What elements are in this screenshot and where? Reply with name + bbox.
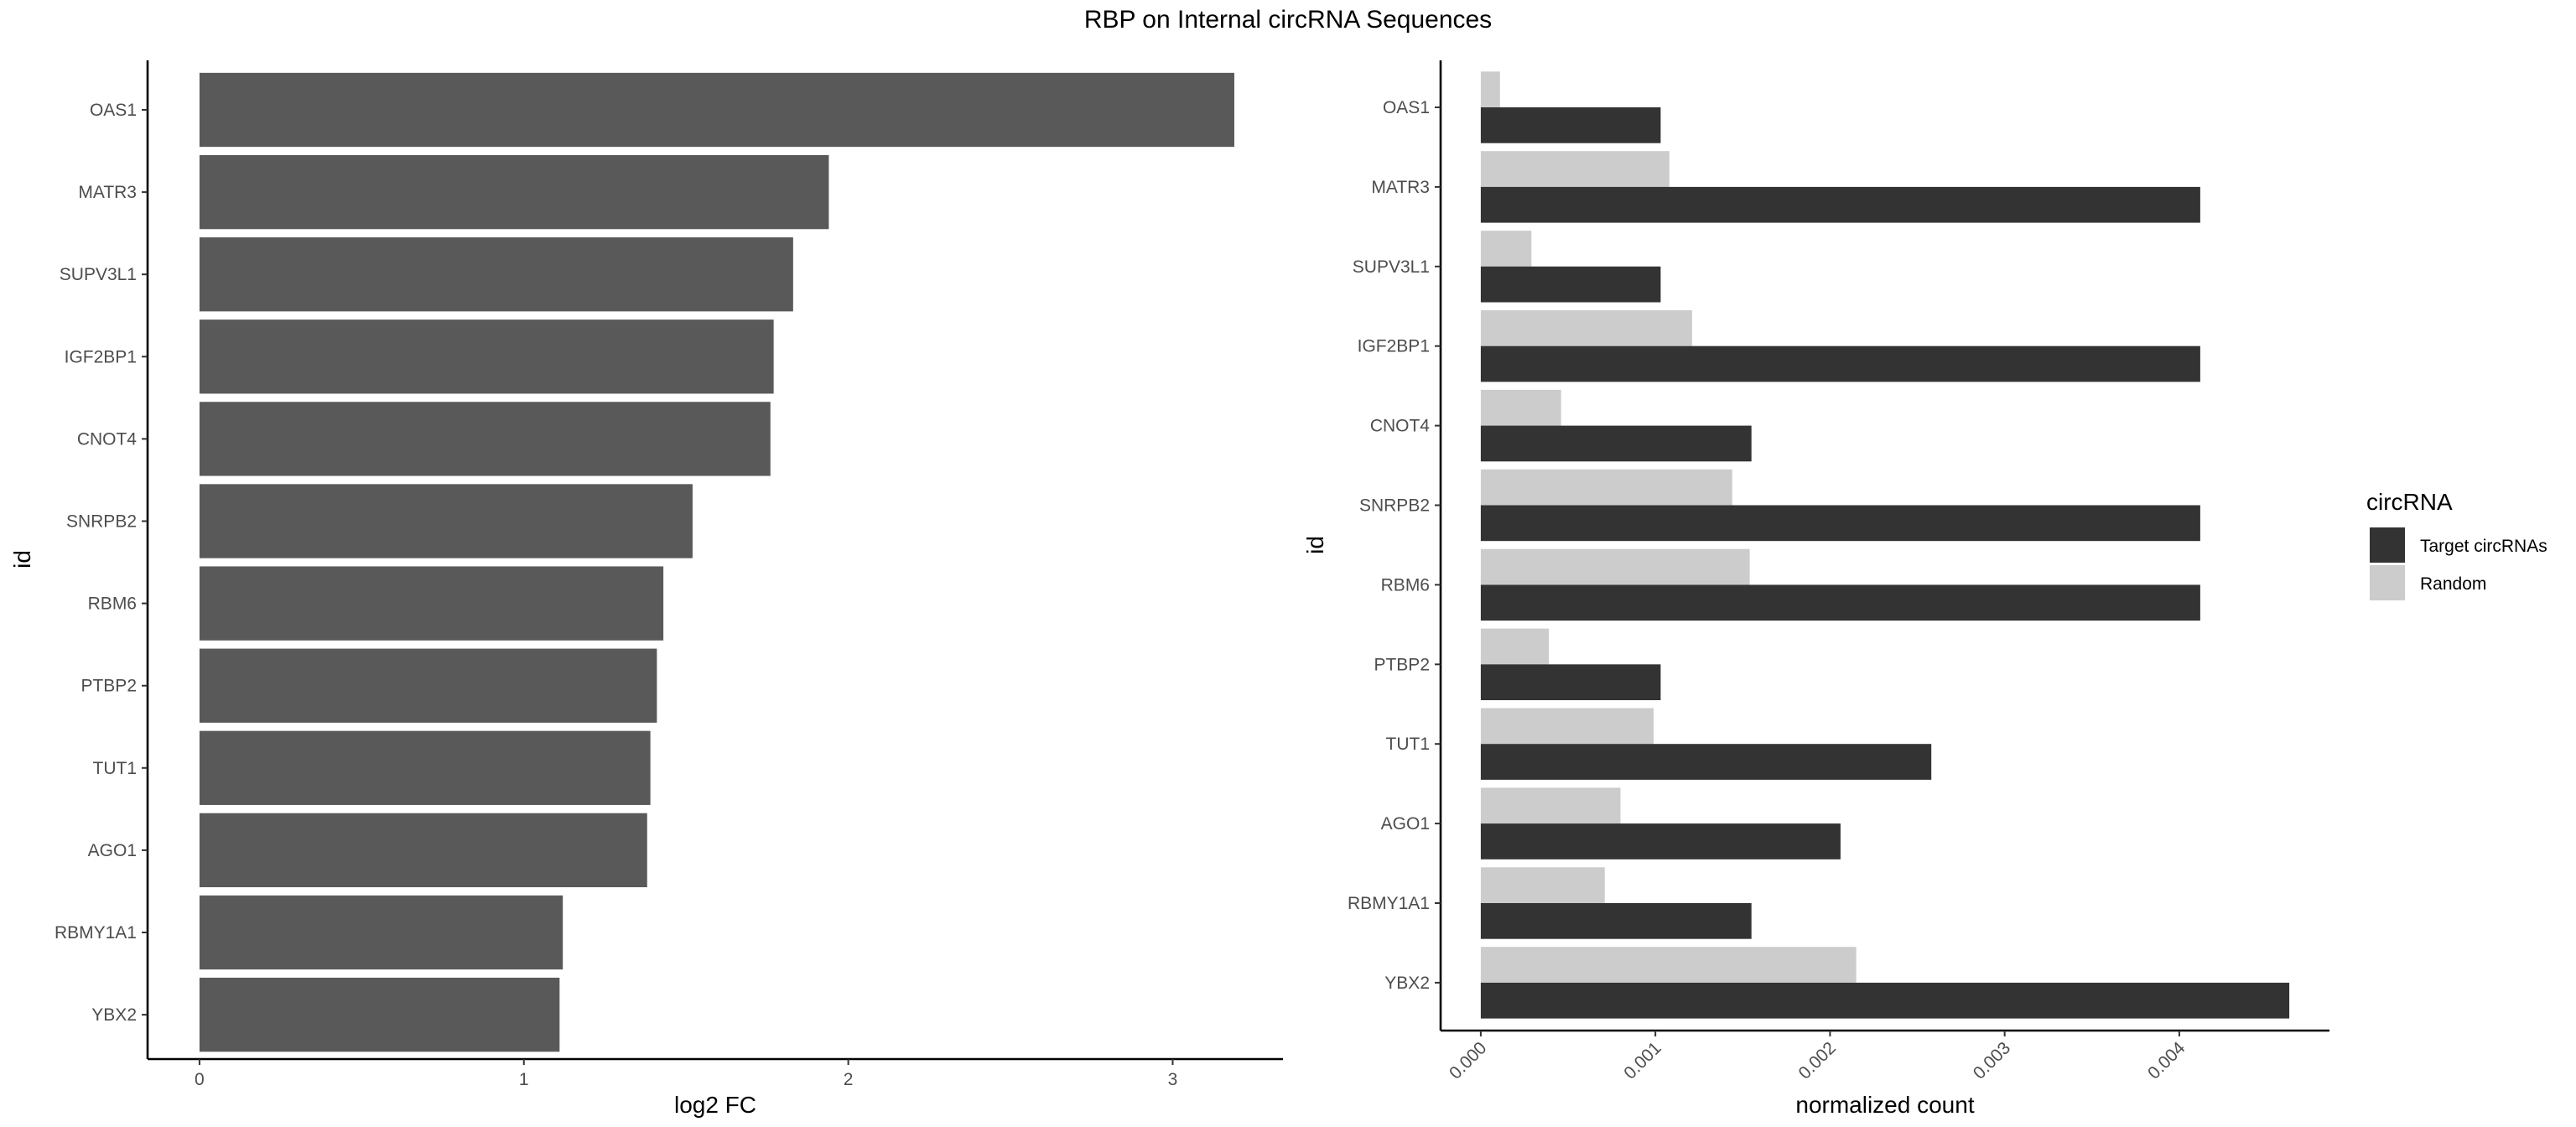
chart-title: RBP on Internal circRNA Sequences (1084, 6, 1492, 34)
bar-random-rbmy1a1 (1480, 867, 1605, 903)
left-x-tick-label: 2 (844, 1070, 854, 1089)
right-y-tick-label: AGO1 (1381, 814, 1430, 834)
left-y-ticks: OAS1 MATR3 SUPV3L1 IGF2BP1 CNOT4 SNRPB2 RBM6 PT… (55, 101, 148, 1025)
bar-random-supv3l1 (1480, 231, 1532, 267)
left-y-tick-label: MATR3 (78, 183, 137, 202)
bar-cnot4 (199, 402, 771, 476)
bar-igf2bp1 (199, 319, 774, 394)
bar-oas1 (199, 72, 1234, 148)
bar-rbmy1a1 (199, 895, 564, 970)
bar-random-matr3 (1480, 151, 1670, 187)
bar-rbm6 (199, 566, 664, 641)
right-y-tick-label: PTBP2 (1374, 655, 1430, 674)
legend-label-random: Random (2420, 574, 2486, 594)
bar-matr3 (199, 154, 829, 230)
left-y-tick-label: RBM6 (88, 595, 137, 614)
right-y-tick-label: YBX2 (1384, 974, 1430, 993)
log2fc-bar-chart: OAS1 MATR3 SUPV3L1 IGF2BP1 CNOT4 SNRPB2 RBM6 PT… (9, 60, 1283, 1118)
bar-target-snrpb2 (1480, 505, 2200, 542)
left-y-tick-label: IGF2BP1 (65, 347, 137, 366)
left-y-tick-label: TUT1 (93, 759, 138, 778)
right-x-axis-title: normalized count (1795, 1092, 1974, 1118)
left-y-tick-label: CNOT4 (77, 429, 137, 449)
bar-target-rbmy1a1 (1480, 903, 1752, 939)
left-bars (199, 72, 1234, 1052)
right-bars (1480, 71, 2290, 1019)
right-y-tick-label: SNRPB2 (1359, 496, 1430, 516)
bar-ago1 (199, 813, 647, 888)
right-y-ticks: OAS1 MATR3 SUPV3L1 IGF2BP1 CNOT4 SNRPB2 RBM6 PT… (1348, 98, 1441, 993)
legend-swatch-random (2370, 565, 2405, 600)
legend-title: circRNA (2366, 489, 2453, 515)
left-y-tick-label: YBX2 (91, 1005, 137, 1025)
bar-random-cnot4 (1480, 389, 1561, 426)
bar-target-cnot4 (1480, 425, 1752, 462)
left-y-tick-label: OAS1 (90, 101, 137, 120)
right-y-tick-label: TUT1 (1386, 735, 1431, 754)
legend-label-target-circrnas: Target circRNAs (2420, 537, 2547, 556)
left-x-tick-label: 0 (195, 1070, 205, 1089)
right-y-tick-label: MATR3 (1371, 178, 1430, 197)
right-y-tick-label: RBM6 (1381, 575, 1430, 595)
normalized-count-bar-chart: OAS1 MATR3 SUPV3L1 IGF2BP1 CNOT4 SNRPB2 RBM6 PT… (1302, 60, 2329, 1118)
bar-tut1 (199, 730, 651, 805)
right-y-tick-label: CNOT4 (1370, 417, 1430, 436)
left-y-tick-label: AGO1 (88, 841, 137, 860)
bar-target-ptbp2 (1480, 664, 1661, 700)
bar-target-ybx2 (1480, 982, 2290, 1019)
bar-target-ago1 (1480, 823, 1841, 860)
bar-random-tut1 (1480, 708, 1654, 745)
bar-random-ago1 (1480, 787, 1621, 824)
left-y-tick-label: SUPV3L1 (60, 265, 137, 284)
bar-target-igf2bp1 (1480, 345, 2200, 382)
left-x-tick-label: 3 (1168, 1070, 1178, 1089)
left-y-tick-label: SNRPB2 (66, 512, 137, 532)
bar-target-rbm6 (1480, 584, 2200, 621)
left-x-ticks: 0 1 2 3 (195, 1059, 1177, 1089)
left-y-tick-label: PTBP2 (80, 677, 137, 696)
bar-snrpb2 (199, 484, 693, 558)
bar-supv3l1 (199, 237, 793, 312)
left-y-tick-label: RBMY1A1 (55, 923, 137, 943)
left-y-axis-title: id (9, 550, 35, 569)
bar-random-snrpb2 (1480, 469, 1732, 506)
bar-target-matr3 (1480, 186, 2200, 223)
left-x-tick-label: 1 (519, 1070, 529, 1089)
right-y-tick-label: SUPV3L1 (1353, 257, 1430, 277)
bar-ptbp2 (199, 648, 657, 723)
right-y-tick-label: OAS1 (1383, 98, 1430, 117)
right-y-axis-title: id (1302, 536, 1328, 554)
bar-target-supv3l1 (1480, 266, 1661, 303)
right-y-tick-label: IGF2BP1 (1358, 337, 1430, 356)
left-x-axis-title: log2 FC (674, 1092, 756, 1118)
bar-random-oas1 (1480, 71, 1500, 107)
bar-random-ptbp2 (1480, 628, 1550, 665)
legend: circRNA Target circRNAs Random (2366, 489, 2547, 600)
right-y-tick-label: RBMY1A1 (1348, 894, 1430, 913)
legend-swatch-target-circrnas (2370, 527, 2405, 563)
bar-random-igf2bp1 (1480, 310, 1692, 346)
bar-target-oas1 (1480, 107, 1661, 143)
bar-random-rbm6 (1480, 548, 1750, 585)
bar-random-ybx2 (1480, 947, 1857, 983)
bar-target-tut1 (1480, 744, 1932, 780)
bar-ybx2 (199, 977, 560, 1052)
